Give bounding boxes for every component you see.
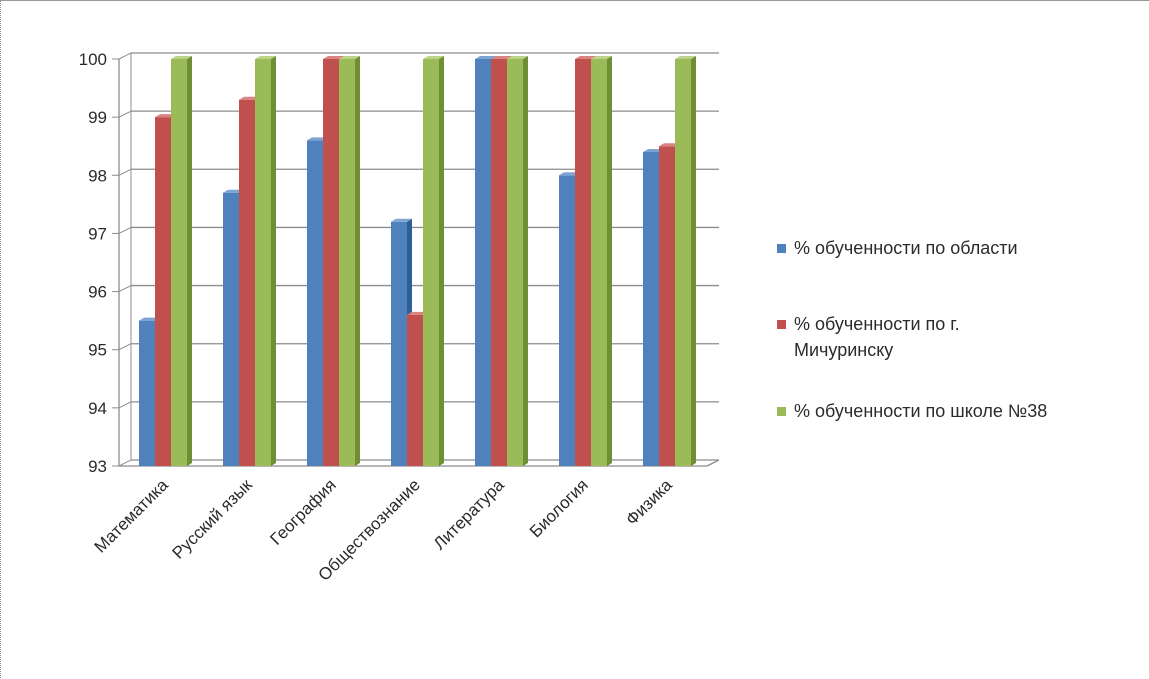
bar-top — [491, 56, 512, 59]
floor-edge — [706, 459, 720, 467]
bar-top — [659, 143, 680, 147]
bar-top — [339, 56, 360, 59]
bar — [239, 99, 255, 466]
y-tick-label: 94 — [88, 399, 107, 418]
bar-top — [255, 56, 276, 59]
bar — [307, 140, 323, 466]
gridline-depth — [118, 226, 132, 234]
bar-top — [239, 96, 260, 100]
x-tick-label: География — [266, 475, 339, 548]
bar — [559, 175, 575, 467]
legend-swatch — [777, 320, 786, 329]
gridline-depth — [118, 285, 132, 293]
y-tick-label: 98 — [88, 166, 107, 185]
bar-top — [307, 137, 328, 141]
bar-top — [559, 172, 580, 176]
bar — [507, 59, 523, 466]
bar — [323, 59, 339, 466]
x-tick-label: Русский язык — [169, 475, 257, 563]
bar-side — [187, 56, 192, 466]
y-tick-label: 100 — [79, 50, 107, 69]
gridline-depth — [118, 168, 132, 176]
bar-layer — [139, 56, 696, 467]
bar — [223, 192, 239, 466]
legend-swatch — [777, 244, 786, 253]
bar-top — [223, 189, 244, 193]
bar-side — [523, 56, 528, 466]
x-tick-label: Физика — [622, 475, 676, 529]
gridline-depth — [118, 343, 132, 351]
legend-label: % обученности по школе №38 — [794, 401, 1047, 421]
bar — [659, 146, 675, 466]
legend-label: Мичуринску — [794, 340, 893, 360]
bar — [423, 59, 439, 466]
x-tick-label: Биология — [526, 475, 592, 541]
y-tick-label: 96 — [88, 283, 107, 302]
bar — [407, 314, 423, 466]
bar-side — [271, 56, 276, 466]
bar — [475, 59, 491, 466]
x-tick-label: Математика — [91, 475, 173, 557]
y-tick-label: 95 — [88, 341, 107, 360]
bar — [391, 221, 407, 466]
bar-top — [475, 56, 496, 59]
legend-label: % обученности по области — [794, 238, 1018, 258]
bar-side — [439, 56, 444, 466]
bar-top — [575, 56, 596, 59]
legend-label: % обученности по г. — [794, 314, 960, 334]
gridline-depth — [118, 52, 132, 60]
bar-top — [139, 317, 160, 321]
bar-side — [691, 56, 696, 466]
gridline-depth — [118, 110, 132, 118]
bar — [675, 59, 691, 466]
bar-top — [591, 56, 612, 59]
bar — [643, 152, 659, 466]
bar-side — [607, 56, 612, 466]
bar-top — [155, 114, 176, 118]
y-tick-label: 99 — [88, 108, 107, 127]
x-tick-label: Литература — [430, 475, 508, 553]
bar — [339, 59, 355, 466]
bar-top — [423, 56, 444, 59]
bar-top — [675, 56, 696, 59]
bar-top — [407, 311, 428, 315]
bar — [591, 59, 607, 466]
bar — [171, 59, 187, 466]
bar-top — [643, 149, 664, 153]
gridline-depth — [118, 459, 132, 467]
bar-side — [355, 56, 360, 466]
bar-top — [391, 218, 412, 222]
y-tick-label: 97 — [88, 224, 107, 243]
legend: % обученности по области % обученности по… — [777, 238, 1047, 421]
gridline-depth — [118, 401, 132, 409]
bar — [139, 320, 155, 466]
bar-top — [507, 56, 528, 59]
legend-swatch — [777, 407, 786, 416]
bar — [155, 117, 171, 467]
bar — [491, 59, 507, 466]
bar — [575, 59, 591, 466]
bar-top — [323, 56, 344, 59]
bar — [255, 59, 271, 466]
bar-top — [171, 56, 192, 59]
y-tick-label: 93 — [88, 457, 107, 476]
y-tick-labels: 100 99 98 97 96 95 94 93 — [79, 50, 107, 476]
